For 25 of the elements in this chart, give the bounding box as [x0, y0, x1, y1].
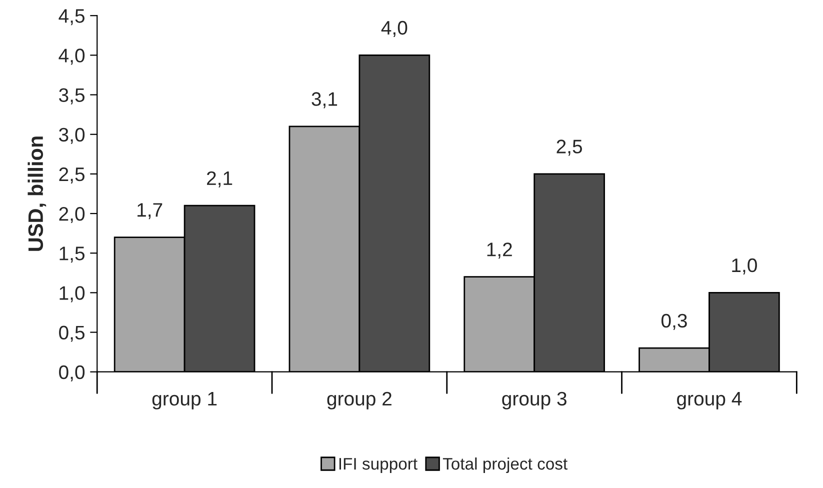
data-label: 1,0: [732, 258, 757, 274]
x-tick-label: group 4: [677, 392, 742, 410]
data-label: 4,0: [381, 20, 408, 37]
data-label: 1,2: [487, 242, 512, 259]
y-tick-label: 0,0: [59, 365, 85, 382]
y-tick-label: 4,5: [58, 9, 84, 26]
data-label: 2,1: [207, 171, 232, 188]
y-tick-label: 2,0: [59, 206, 85, 224]
y-tick-label: 4,0: [58, 48, 85, 65]
x-tick-label: group 3: [502, 392, 566, 410]
x-tick-label: group 2: [327, 392, 392, 410]
x-tick-label: group 1: [152, 392, 217, 410]
y-axis-title: USD, billion: [28, 136, 46, 251]
y-tick-label: 3,5: [59, 88, 84, 104]
data-label: 2,5: [556, 140, 582, 156]
legend-label: IFI support: [339, 458, 418, 473]
y-tick-label: 0,5: [59, 326, 84, 342]
y-tick-label: 1,5: [60, 246, 84, 263]
data-label: 3,1: [312, 92, 338, 108]
y-tick-label: 3,0: [59, 128, 85, 144]
legend-label: Total project cost: [442, 457, 568, 473]
data-label: 0,3: [661, 314, 687, 330]
y-tick-label: 1,0: [60, 286, 85, 302]
y-tick-label: 2,5: [59, 167, 84, 184]
data-label: 1,7: [138, 203, 162, 220]
